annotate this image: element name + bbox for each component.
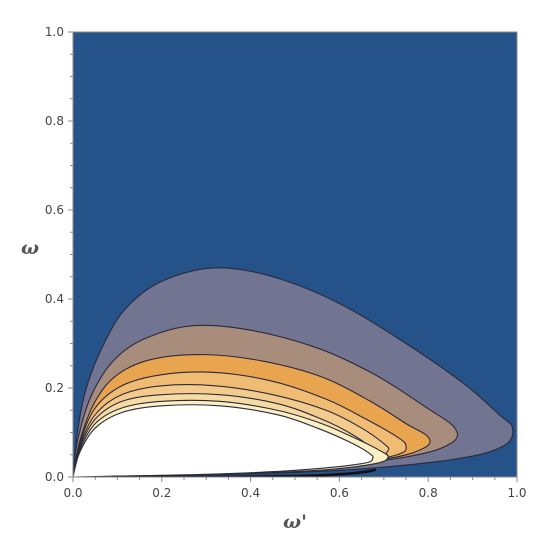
- y-tick-label: 0.8: [45, 114, 64, 128]
- boundary-curve: [111, 468, 377, 477]
- x-tick-label: 0.2: [152, 486, 171, 500]
- x-tick-label: 0.0: [63, 486, 82, 500]
- x-tick-label: 1.0: [507, 486, 526, 500]
- contour-region-layer: [73, 267, 514, 477]
- x-tick-label: 0.8: [419, 486, 438, 500]
- y-axis: 0.0 0.2 0.4 0.6 0.8 1.0: [45, 25, 73, 484]
- x-axis: 0.0 0.2 0.4 0.6 0.8 1.0: [63, 477, 527, 500]
- y-tick-label: 0.0: [45, 470, 64, 484]
- x-tick-label: 0.6: [330, 486, 349, 500]
- y-tick-label: 0.4: [45, 292, 64, 306]
- y-tick-label: 1.0: [45, 25, 64, 39]
- contour-region-level-8: [73, 404, 374, 477]
- y-axis-title: ω: [21, 237, 39, 259]
- y-tick-label: 0.2: [45, 381, 64, 395]
- boundary-curve-layer: [111, 468, 377, 477]
- x-axis-title: ω': [283, 511, 307, 533]
- x-tick-label: 0.4: [241, 486, 260, 500]
- y-tick-label: 0.6: [45, 203, 64, 217]
